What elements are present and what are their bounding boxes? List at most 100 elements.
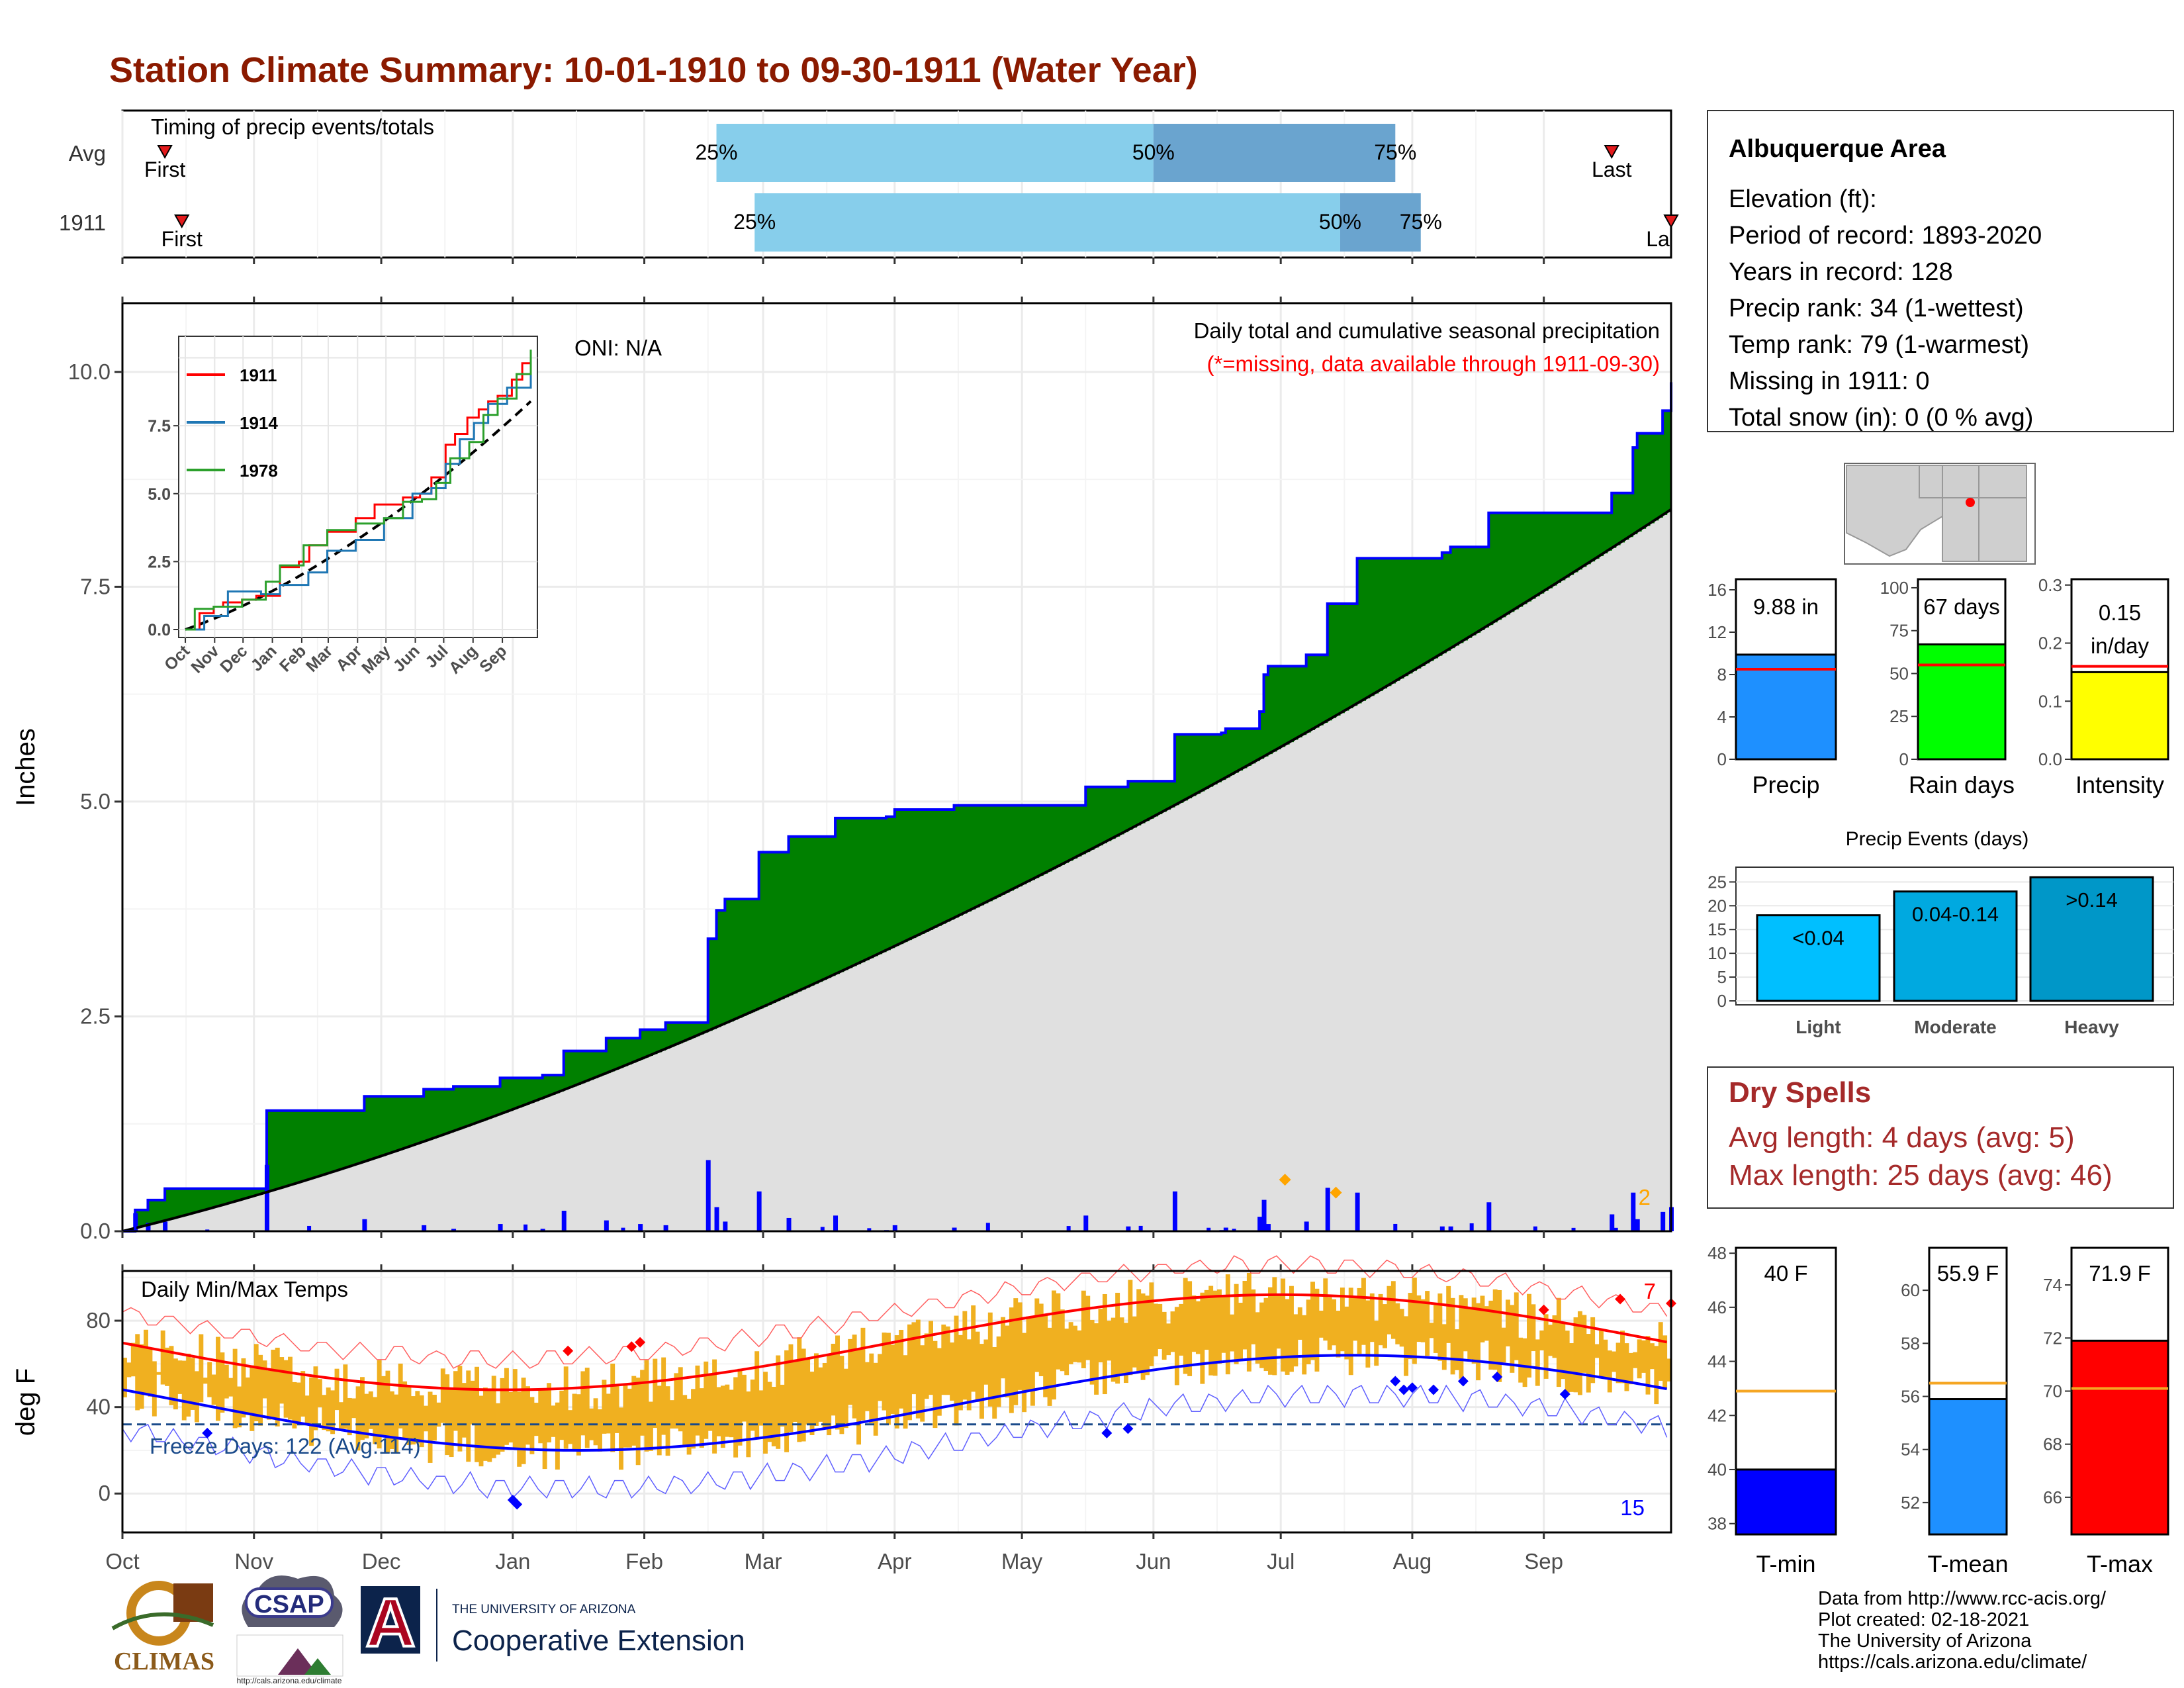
precip-events-title: Precip Events (days) bbox=[1846, 828, 2029, 850]
inset-y-tick-1: 2.5 bbox=[148, 553, 171, 571]
temp-summary-value-bar bbox=[1735, 1468, 1837, 1536]
first-event-label-1: First bbox=[161, 227, 203, 251]
precip-chart-title: Daily total and cumulative seasonal prec… bbox=[1194, 318, 1660, 343]
precip-summary-category-label: Intensity bbox=[2075, 771, 2164, 798]
oni-label: ONI: N/A bbox=[574, 336, 662, 360]
temp-summary-y-tick: 46 bbox=[1707, 1297, 1727, 1317]
daily-precip-bar bbox=[1172, 1191, 1177, 1231]
events-y-tick-2: 10 bbox=[1707, 943, 1727, 963]
station-location-marker bbox=[1966, 498, 1975, 507]
timing-panel: 25% 50% 75% First Last 25% 50% 75% First La Timin… bbox=[59, 109, 1679, 259]
temp-summary-y-tick: 44 bbox=[1707, 1352, 1727, 1372]
station-info-box: Albuquerque Area Elevation (ft): Period … bbox=[1707, 110, 2174, 432]
temp-y-tick-2: 80 bbox=[86, 1308, 111, 1333]
inset-series-1978 bbox=[185, 350, 532, 631]
temp-summary-y-tick: 42 bbox=[1707, 1405, 1727, 1425]
daily-precip-bar bbox=[1469, 1223, 1474, 1231]
temp-y-tick-0: 0 bbox=[99, 1481, 111, 1505]
timing-p75-label-0: 75% bbox=[1374, 140, 1416, 164]
precip-lines bbox=[122, 382, 1672, 1233]
precip-summary-value-bar bbox=[1735, 653, 1837, 761]
daily-precip-bar bbox=[1355, 1192, 1360, 1231]
temp-summary-t-mean: 52 54 56 58 60 55.9 F T-mean bbox=[1901, 1246, 2009, 1577]
precip-summary-intensity: 0.0 0.1 0.2 0.3 0.15 in/day Intensity bbox=[2038, 575, 2169, 798]
timing-p25-label-1: 25% bbox=[733, 210, 776, 234]
daily-precip-bar bbox=[1261, 1199, 1267, 1231]
precip-summary-y-tick: 8 bbox=[1717, 665, 1727, 684]
temp-summary-y-tick: 40 bbox=[1707, 1460, 1727, 1479]
precip-summary-category-label: Rain days bbox=[1909, 771, 2015, 798]
temp-summary-y-tick: 60 bbox=[1901, 1280, 1920, 1300]
month-tick-Feb: Feb bbox=[625, 1549, 663, 1573]
last-event-marker-1 bbox=[1663, 214, 1679, 229]
freeze-days-label: Freeze Days: 122 (Avg:114) bbox=[150, 1434, 421, 1458]
normal-precip-area bbox=[122, 509, 1671, 1231]
daily-precip-bar bbox=[1439, 1226, 1445, 1231]
record-high-count: 7 bbox=[1644, 1279, 1656, 1303]
daily-precip-bar bbox=[705, 1160, 711, 1231]
temp-summary-value-label: 55.9 F bbox=[1937, 1261, 1999, 1286]
daily-precip-bar bbox=[985, 1223, 990, 1231]
record-low-marker bbox=[1390, 1376, 1401, 1387]
wettest-years-inset: 0.02.55.07.5OctNovDecJanFebMarAprMayJunJ… bbox=[148, 336, 538, 678]
daily-precip-bar bbox=[1206, 1227, 1211, 1231]
precip-summary-y-tick: 0.2 bbox=[2038, 633, 2062, 653]
precip-summary-value-bar bbox=[1917, 643, 2007, 761]
daily-precip-bar bbox=[540, 1229, 545, 1231]
snow-day-marker bbox=[1279, 1174, 1291, 1186]
events-y-tick-5: 25 bbox=[1707, 872, 1727, 892]
daily-precip-bar bbox=[621, 1227, 625, 1231]
last-event-marker-0 bbox=[1604, 145, 1619, 160]
daily-precip-bar bbox=[723, 1221, 728, 1231]
month-tick-Dec: Dec bbox=[362, 1549, 401, 1573]
precip-summary-y-tick: 16 bbox=[1707, 580, 1727, 600]
temp-summary-category-label: T-min bbox=[1756, 1550, 1816, 1577]
daily-precip-bar bbox=[362, 1219, 367, 1231]
precip-events-plot: 0 5 10 15 20 25 <0.04 Light 0.04-0.14 Moderate >0.… bbox=[1707, 872, 2173, 1037]
precip-y-tick-2: 5.0 bbox=[80, 789, 111, 814]
month-tick-Jan: Jan bbox=[495, 1549, 530, 1573]
precip-y-tick-0: 0.0 bbox=[80, 1219, 111, 1243]
daily-precip-bar bbox=[1265, 1224, 1271, 1231]
record-low-marker bbox=[1559, 1389, 1570, 1400]
daily-precip-bar bbox=[892, 1225, 897, 1231]
precip-summary-y-tick: 100 bbox=[1880, 578, 1909, 598]
temp-summary-t-max: 66 68 70 72 74 71.9 F T-max bbox=[2043, 1246, 2169, 1577]
daily-precip-bar bbox=[820, 1227, 825, 1231]
missing-data-note: (*=missing, data available through 1911-… bbox=[1206, 352, 1660, 376]
timing-p50-label-1: 50% bbox=[1319, 210, 1361, 234]
record-low-marker bbox=[512, 1499, 523, 1510]
credit-data-source: Data from http://www.rcc-acis.org/ bbox=[1818, 1588, 2107, 1609]
avg-min-temp-line bbox=[122, 1354, 1667, 1452]
precip-summary-y-tick: 0 bbox=[1717, 749, 1727, 769]
climas-logo-text: CLIMAS bbox=[114, 1648, 214, 1675]
temp-y-axis: 0 40 80 bbox=[86, 1308, 122, 1505]
record-low-marker bbox=[1492, 1371, 1503, 1382]
station-precip-rank: Precip rank: 34 (1-wettest) bbox=[1729, 295, 2024, 322]
precip-y-tick-4: 10.0 bbox=[68, 359, 111, 384]
daily-precip-bar bbox=[663, 1225, 668, 1231]
daily-precip-bar bbox=[756, 1191, 762, 1231]
precip-summary-y-tick: 25 bbox=[1889, 706, 1909, 726]
timing-bar-low-0 bbox=[716, 124, 1154, 182]
daily-precip-bar bbox=[638, 1224, 643, 1231]
daily-precip-bar bbox=[1635, 1219, 1640, 1231]
temp-summary-y-tick: 68 bbox=[2043, 1434, 2062, 1454]
intensity-value-label: 0.15 bbox=[2099, 600, 2141, 625]
temp-summary-y-tick: 58 bbox=[1901, 1333, 1920, 1353]
daily-precip-bar bbox=[1138, 1225, 1143, 1231]
last-event-label-1: La bbox=[1646, 227, 1670, 251]
record-low-marker bbox=[1406, 1382, 1418, 1393]
events-category-heavy: Heavy bbox=[2064, 1017, 2119, 1037]
events-y-tick-0: 0 bbox=[1717, 991, 1727, 1011]
events-y-tick-4: 20 bbox=[1707, 896, 1727, 915]
temp-summary-bars: 38 40 42 44 46 48 40 F T-min 52 54 56 58 60 55.9 F T-m… bbox=[1707, 1243, 2169, 1577]
ua-cooperative-extension: Cooperative Extension bbox=[452, 1624, 745, 1657]
daily-precip-bar bbox=[1083, 1215, 1089, 1231]
month-tick-Nov: Nov bbox=[234, 1549, 273, 1573]
record-high-marker bbox=[1615, 1293, 1626, 1305]
precip-y-label: Inches bbox=[11, 728, 40, 806]
month-tick-Mar: Mar bbox=[745, 1549, 782, 1573]
timing-bars: 25% 50% 75% First Last 25% 50% 75% First La bbox=[144, 124, 1679, 252]
